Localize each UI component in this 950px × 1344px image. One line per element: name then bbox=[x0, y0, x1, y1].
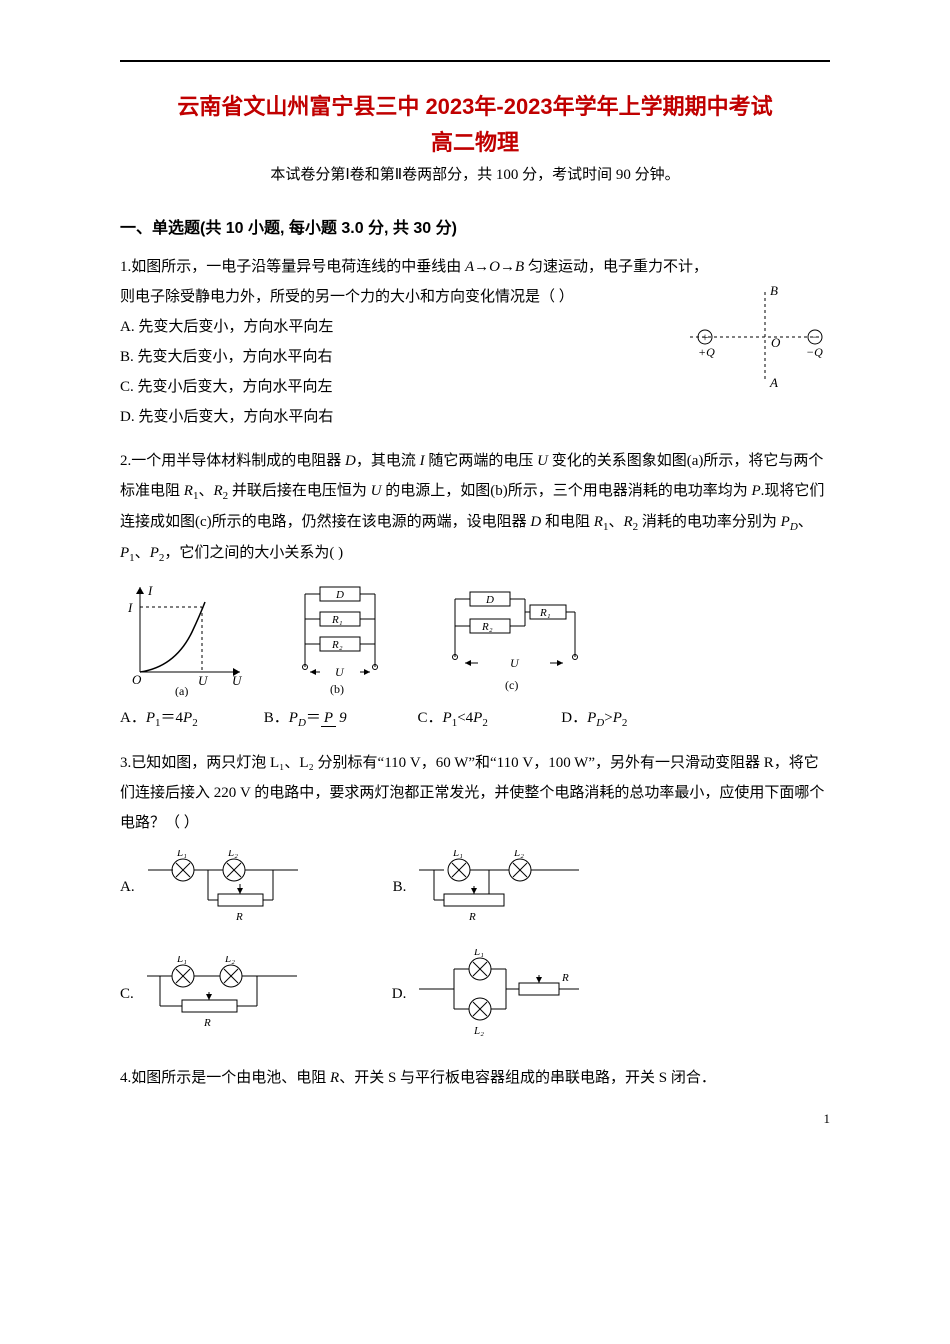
q3-stem: 3.已知如图，两只灯泡 L₁、L₂ 分别标有“110 V，60 W”和“110 … bbox=[120, 755, 824, 831]
svg-text:+: + bbox=[702, 330, 709, 344]
svg-text:I: I bbox=[147, 583, 153, 598]
svg-text:O: O bbox=[132, 672, 142, 687]
svg-text:−Q: −Q bbox=[806, 345, 823, 359]
svg-text:R: R bbox=[203, 1017, 211, 1029]
q3-label-C: C. bbox=[120, 979, 134, 1009]
svg-text:L₁: L₁ bbox=[176, 850, 187, 859]
svg-text:L₂: L₂ bbox=[473, 1025, 484, 1037]
q1-label-O: O bbox=[771, 335, 781, 350]
q3-label-A: A. bbox=[120, 872, 135, 902]
section-1-header: 一、单选题(共 10 小题, 每小题 3.0 分, 共 30 分) bbox=[120, 214, 830, 238]
q1-stem-b: 则电子除受静电力外，所受的另一个力的大小和方向变化情况是（ ） bbox=[120, 289, 574, 305]
svg-text:L₂: L₂ bbox=[227, 850, 238, 859]
svg-text:L₁: L₁ bbox=[452, 850, 463, 859]
q2-figure-row: I I O U U (a) D R₁ R₂ bbox=[120, 577, 830, 697]
question-4: 4.如图所示是一个由电池、电阻 R、开关 S 与平行板电容器组成的串联电路，开关… bbox=[120, 1063, 830, 1093]
q4-stem: 4.如图所示是一个由电池、电阻 R、开关 S 与平行板电容器组成的串联电路，开关… bbox=[120, 1070, 716, 1086]
svg-text:L₂: L₂ bbox=[513, 850, 524, 859]
top-rule bbox=[120, 60, 830, 62]
svg-text:(c): (c) bbox=[505, 678, 518, 692]
svg-text:U: U bbox=[335, 665, 345, 679]
svg-text:R₂: R₂ bbox=[331, 639, 343, 651]
q1-stem-i: A→O→B bbox=[465, 259, 524, 275]
svg-text:−: − bbox=[812, 330, 819, 344]
svg-text:R: R bbox=[235, 911, 243, 923]
svg-text:(b): (b) bbox=[330, 682, 344, 696]
exam-note: 本试卷分第Ⅰ卷和第Ⅱ卷两部分，共 100 分，考试时间 90 分钟。 bbox=[120, 163, 830, 184]
q3-row2: C. L₁ L₂ bbox=[120, 949, 830, 1039]
svg-text:R₁: R₁ bbox=[331, 614, 343, 626]
svg-text:(a): (a) bbox=[175, 684, 188, 697]
question-1: 1.如图所示，一电子沿等量异号电荷连线的中垂线由 A→O→B 匀速运动，电子重力… bbox=[120, 252, 830, 432]
svg-text:U: U bbox=[232, 673, 243, 688]
q2-stem: 2.一个用半导体材料制成的电阻器 D，其电流 I 随它两端的电压 U 变化的关系… bbox=[120, 453, 824, 561]
q1-label-B: B bbox=[770, 283, 778, 298]
svg-text:U: U bbox=[198, 673, 209, 688]
svg-text:R: R bbox=[561, 972, 569, 984]
svg-text:R: R bbox=[468, 911, 476, 923]
q1-stem-at: 匀速运动，电子重力不计， bbox=[524, 259, 708, 275]
q2-options: A．P1＝4P2 B．PD＝P9 C．P1<4P2 D．PD>P2 bbox=[120, 705, 830, 734]
svg-text:R₁: R₁ bbox=[539, 607, 551, 619]
svg-text:+Q: +Q bbox=[698, 345, 715, 359]
svg-text:R₂: R₂ bbox=[481, 621, 493, 633]
exam-title-line2: 高二物理 bbox=[120, 125, 830, 157]
q3-circuit-d: L₁ L₂ R bbox=[414, 949, 584, 1039]
svg-text:D: D bbox=[335, 589, 344, 601]
q1-stem-a: 1.如图所示，一电子沿等量异号电荷连线的中垂线由 bbox=[120, 259, 465, 275]
svg-text:L₁: L₁ bbox=[176, 956, 187, 965]
question-2: 2.一个用半导体材料制成的电阻器 D，其电流 I 随它两端的电压 U 变化的关系… bbox=[120, 446, 830, 734]
q1-label-A: A bbox=[769, 375, 778, 390]
q2-circuit-c: D R₂ R₁ U (c) bbox=[430, 577, 590, 697]
exam-title-line1: 云南省文山州富宁县三中 2023年-2023年学年上学期期中考试 bbox=[120, 92, 830, 123]
question-3: 3.已知如图，两只灯泡 L₁、L₂ 分别标有“110 V，60 W”和“110 … bbox=[120, 748, 830, 1039]
q3-circuit-a: L₁ L₂ R bbox=[143, 850, 303, 925]
q3-row1: A. L₁ L₂ bbox=[120, 850, 830, 925]
q1-diagram: + − B O A +Q −Q bbox=[680, 282, 830, 392]
q2-circuit-b: D R₁ R₂ U (b) bbox=[280, 577, 400, 697]
q1-opt-d: D. 先变小后变大，方向水平向右 bbox=[120, 402, 830, 432]
svg-text:I: I bbox=[127, 600, 133, 615]
q2-graph-a: I I O U U (a) bbox=[120, 577, 250, 697]
svg-text:L₂: L₂ bbox=[224, 956, 235, 965]
page-number: 1 bbox=[824, 1111, 831, 1127]
q3-circuit-b: L₁ L₂ R bbox=[414, 850, 584, 925]
q3-circuit-c: L₁ L₂ R bbox=[142, 956, 302, 1031]
q3-label-B: B. bbox=[393, 872, 407, 902]
svg-text:L₁: L₁ bbox=[473, 949, 484, 958]
q3-label-D: D. bbox=[392, 979, 407, 1009]
svg-text:D: D bbox=[485, 594, 494, 606]
svg-text:U: U bbox=[510, 656, 520, 670]
